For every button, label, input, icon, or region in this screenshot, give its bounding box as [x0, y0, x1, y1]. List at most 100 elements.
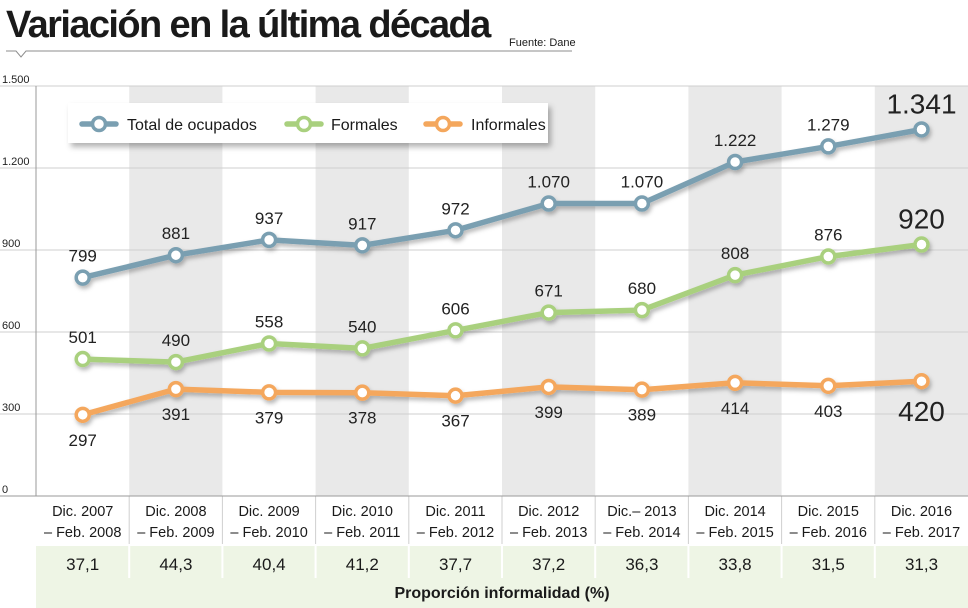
source-note: Fuente: Dane	[509, 37, 576, 49]
x-tick-label: – Feb. 2015	[696, 525, 773, 541]
data-label: 671	[535, 282, 563, 301]
data-label: 379	[255, 408, 283, 427]
data-label: 799	[69, 247, 97, 266]
x-tick-label: – Feb. 2012	[417, 525, 494, 541]
data-label: 920	[898, 204, 945, 235]
series-informales	[74, 372, 930, 424]
data-label: 540	[348, 317, 376, 336]
data-point	[260, 384, 278, 401]
data-label: 1.222	[714, 131, 757, 150]
data-label: 403	[814, 402, 842, 421]
data-point	[74, 269, 91, 286]
legend-swatch-point	[434, 115, 452, 133]
data-point	[820, 377, 837, 395]
data-label: 399	[535, 403, 563, 422]
x-tick-label: – Feb. 2011	[324, 525, 400, 541]
data-label: 1.341	[886, 88, 956, 119]
data-label: 937	[255, 209, 283, 228]
data-point	[726, 153, 744, 171]
data-label: 420	[898, 396, 945, 427]
data-label: 414	[721, 399, 749, 418]
column-band	[315, 86, 409, 496]
proportion-value: 33,8	[719, 555, 752, 574]
proportion-value: 31,5	[812, 555, 845, 574]
data-label: 606	[441, 299, 469, 318]
y-tick-label: 900	[2, 238, 20, 250]
data-label: 680	[628, 279, 656, 298]
x-tick-label: – Feb. 2014	[603, 525, 680, 541]
data-label: 1.070	[527, 173, 570, 192]
data-label: 917	[348, 214, 376, 233]
y-tick-label: 300	[2, 402, 20, 414]
y-tick-label: 1.200	[2, 156, 30, 168]
data-point	[260, 231, 278, 249]
data-point	[726, 266, 744, 284]
proportion-value: 40,4	[253, 555, 286, 574]
x-tick-label: Dic.– 2013	[607, 504, 676, 520]
data-point	[447, 322, 464, 339]
data-point	[354, 340, 371, 357]
proportion-value: 37,2	[532, 555, 565, 574]
x-tick-label: Dic. 2014	[704, 504, 765, 520]
data-label: 367	[441, 412, 469, 431]
x-tick-label: – Feb. 2010	[230, 525, 307, 541]
data-point	[913, 121, 930, 138]
column-band	[502, 86, 596, 496]
title-underline	[6, 50, 572, 58]
data-point	[633, 381, 651, 398]
series-line	[79, 241, 925, 365]
y-tick-label: 1.500	[2, 74, 30, 86]
x-tick-label: Dic. 2015	[798, 504, 859, 520]
data-point	[74, 350, 91, 368]
legend-label: Informales	[471, 117, 546, 134]
x-tick-label: Dic. 2012	[518, 504, 579, 520]
data-label: 391	[162, 405, 190, 424]
proportion-value: 31,3	[905, 555, 938, 574]
data-label: 808	[721, 244, 749, 263]
data-label: 1.279	[807, 115, 850, 134]
legend-label: Total de ocupados	[127, 117, 257, 134]
proportion-value: 41,2	[346, 555, 379, 574]
data-point	[354, 384, 371, 401]
data-label: 297	[69, 431, 97, 450]
x-tick-label: Dic. 2010	[332, 504, 393, 520]
x-tick-label: – Feb. 2008	[44, 525, 121, 541]
x-tick-label: Dic. 2008	[145, 504, 206, 520]
data-label: 378	[348, 409, 376, 428]
legend-label: Formales	[331, 117, 398, 134]
data-point	[447, 387, 464, 404]
y-tick-label: 600	[2, 320, 20, 332]
legend-swatch-point	[295, 115, 313, 133]
data-point	[354, 237, 371, 254]
data-label: 881	[162, 224, 190, 243]
data-point	[820, 138, 837, 155]
data-label: 389	[628, 406, 656, 425]
x-tick-label: Dic. 2009	[238, 504, 299, 520]
column-band	[129, 86, 223, 496]
chart-title: Variación en la última década	[6, 4, 491, 46]
data-point	[820, 248, 837, 265]
x-tick-label: – Feb. 2009	[137, 525, 214, 541]
data-point	[447, 222, 464, 239]
proportion-value: 36,3	[625, 555, 658, 574]
data-label: 1.070	[621, 173, 664, 192]
proportion-label: Proporción informalidad (%)	[394, 585, 609, 602]
x-tick-label: Dic. 2016	[891, 504, 952, 520]
x-tick-label: Dic. 2007	[52, 504, 113, 520]
data-point	[167, 246, 185, 264]
data-label: 876	[814, 226, 842, 245]
proportion-value: 44,3	[159, 555, 192, 574]
data-point	[260, 335, 278, 352]
data-point	[167, 380, 185, 398]
series-line	[79, 378, 925, 418]
data-point	[540, 378, 557, 396]
data-point	[633, 301, 651, 319]
proportion-value: 37,1	[66, 555, 99, 574]
data-label: 972	[441, 199, 469, 218]
data-point	[913, 236, 930, 253]
data-point	[913, 372, 930, 390]
x-tick-label: – Feb. 2013	[510, 525, 587, 541]
x-tick-label: – Feb. 2016	[790, 525, 867, 541]
data-label: 501	[69, 328, 97, 347]
